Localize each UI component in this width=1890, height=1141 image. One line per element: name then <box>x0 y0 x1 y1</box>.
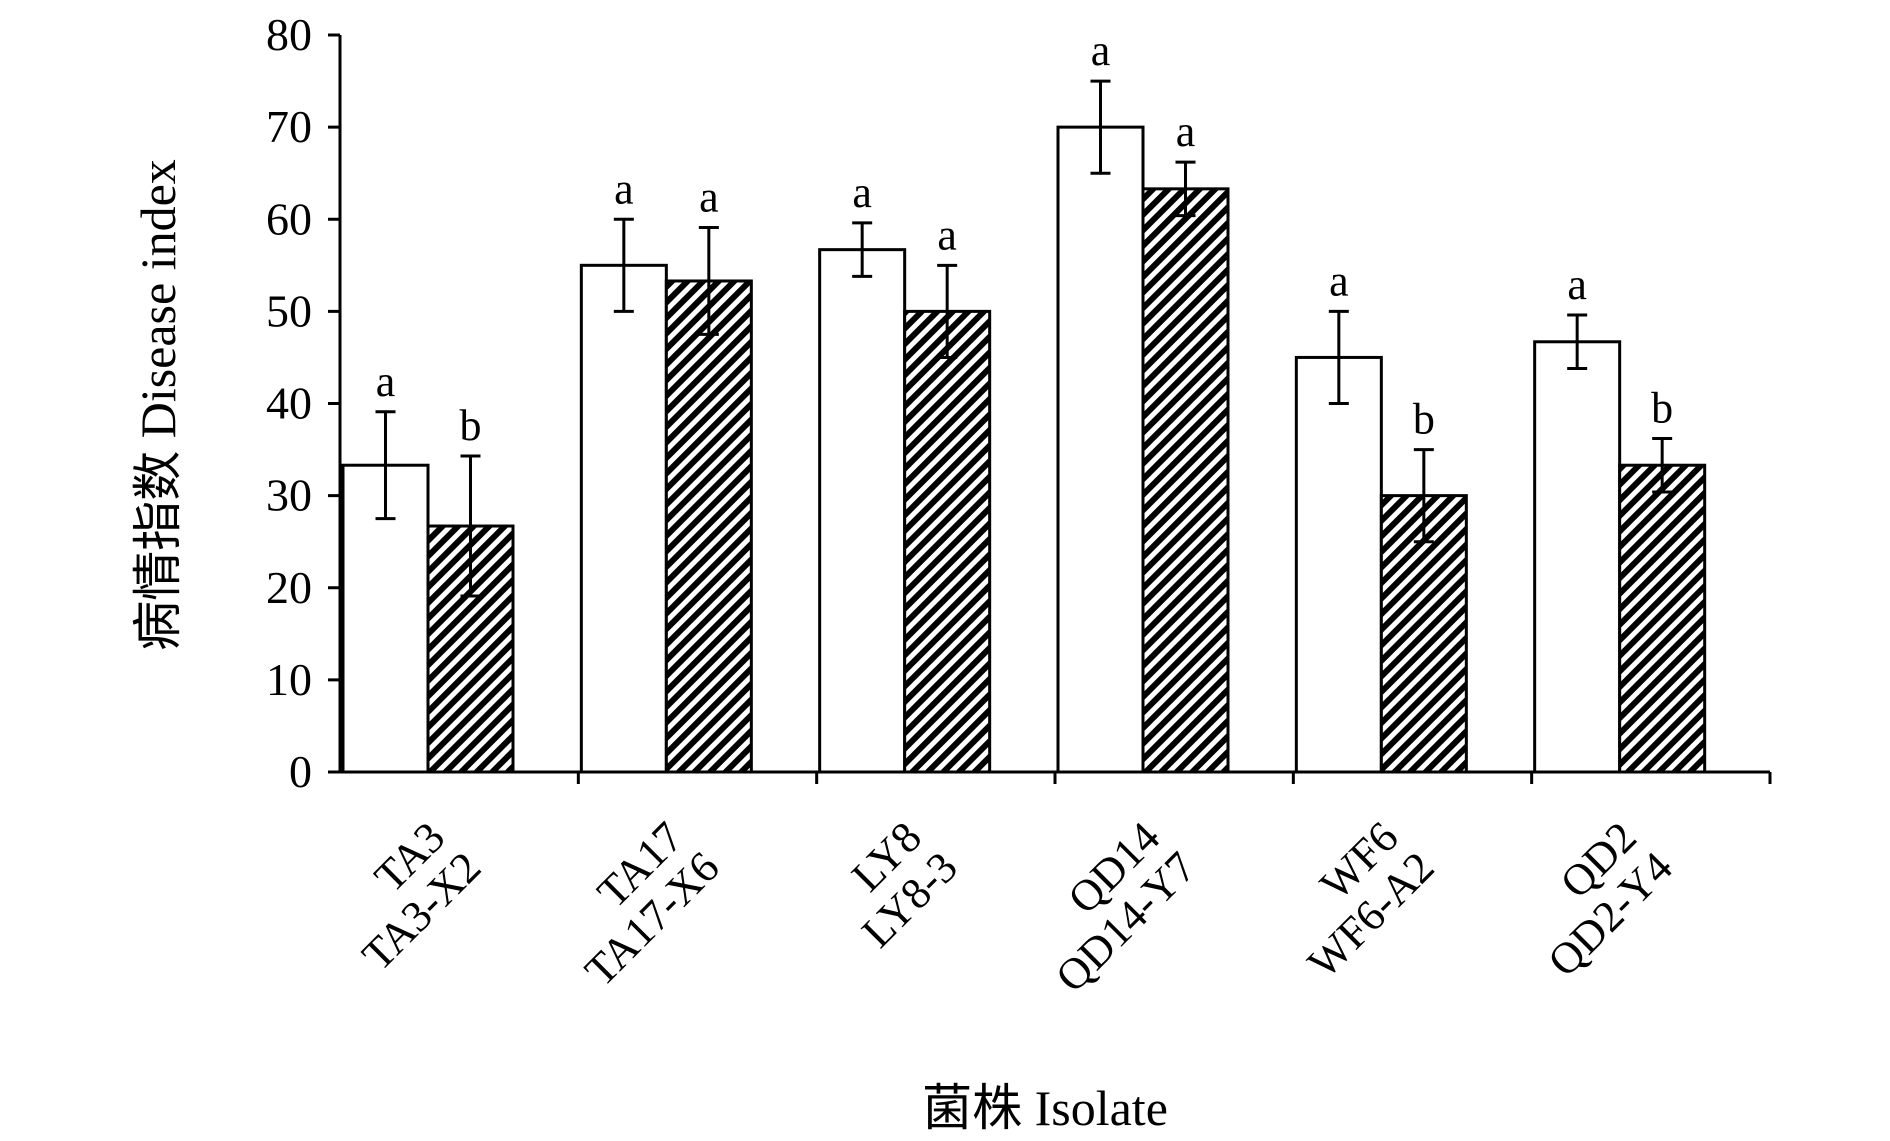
y-ticks: 0 10 20 30 40 50 60 70 80 <box>266 9 340 797</box>
y-tick-label: 20 <box>266 562 312 613</box>
significance-letter: b <box>1413 395 1435 444</box>
significance-letter: b <box>460 401 482 450</box>
x-ticks <box>576 772 1772 784</box>
significance-letter: a <box>614 164 634 213</box>
bar <box>1056 125 1145 774</box>
significance-letter: a <box>376 357 396 406</box>
significance-letter: a <box>1091 26 1111 75</box>
significance-letter: a <box>699 173 719 222</box>
y-tick-label: 30 <box>266 470 312 521</box>
significance-letters: a b a a a a a a a b a b <box>376 26 1673 450</box>
bar <box>664 279 753 774</box>
bar <box>579 263 668 774</box>
significance-letter: a <box>852 168 872 217</box>
y-tick-label: 0 <box>289 746 312 797</box>
bar <box>903 309 992 774</box>
significance-letter: a <box>937 210 957 259</box>
bar <box>1533 340 1622 774</box>
significance-letter: a <box>1176 107 1196 156</box>
bar <box>1618 463 1707 774</box>
y-tick-label: 40 <box>266 378 312 429</box>
y-axis-title: 病情指数 Disease index <box>130 159 186 651</box>
bar <box>1141 187 1230 774</box>
y-tick-label: 60 <box>266 193 312 244</box>
y-tick-label: 80 <box>266 9 312 60</box>
y-tick-label: 50 <box>266 285 312 336</box>
y-tick-label: 10 <box>266 654 312 705</box>
significance-letter: a <box>1567 260 1587 309</box>
significance-letter: a <box>1329 256 1349 305</box>
significance-letter: b <box>1651 384 1673 433</box>
x-axis-title: 菌株 Isolate <box>922 1080 1168 1136</box>
y-tick-label: 70 <box>266 101 312 152</box>
bars-layer <box>341 125 1707 774</box>
bar <box>1294 355 1383 774</box>
bar <box>818 248 907 774</box>
error-bars-layer <box>375 79 1673 598</box>
